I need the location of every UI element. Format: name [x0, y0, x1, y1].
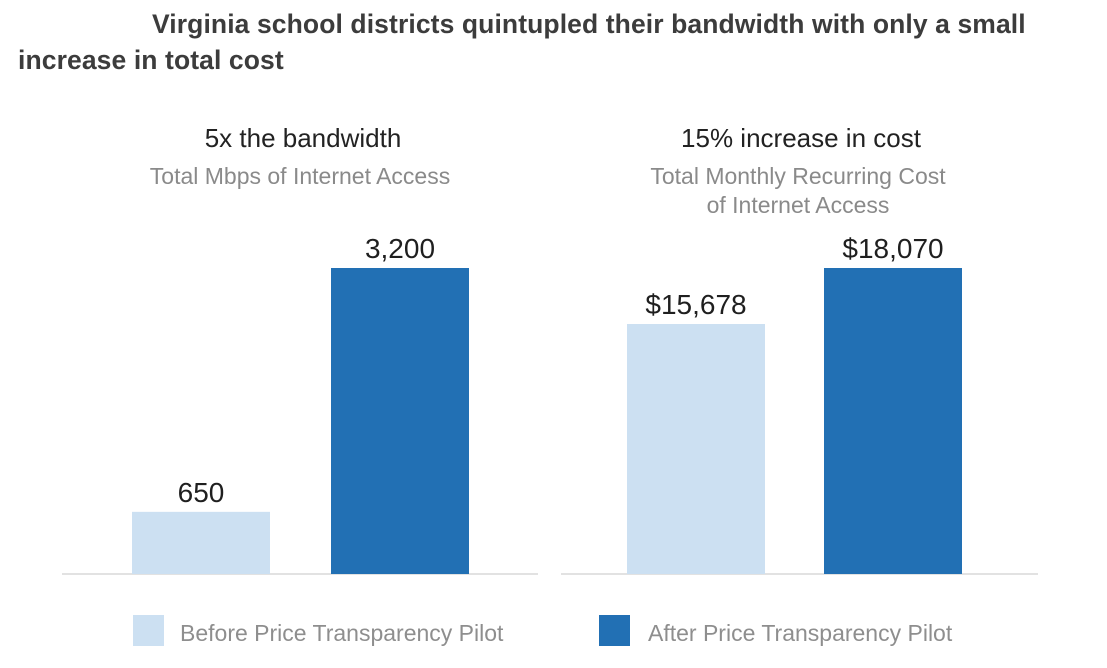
- panel-2-subtitle-line-2: of Internet Access: [707, 192, 890, 218]
- bar-after-bandwidth: [331, 268, 469, 574]
- panel-bandwidth: 5x the bandwidth Total Mbps of Internet …: [62, 123, 538, 575]
- panel-cost: 15% increase in cost Total Monthly Recur…: [561, 123, 1038, 575]
- panel-1-title: 5x the bandwidth: [205, 123, 402, 153]
- legend-swatch-before: [133, 615, 164, 646]
- panel-1-subtitle-line-1: Total Mbps of Internet Access: [150, 163, 450, 189]
- legend: Before Price Transparency Pilot After Pr…: [133, 615, 953, 646]
- bar-after-cost: [824, 268, 962, 574]
- legend-swatch-after: [599, 615, 630, 646]
- value-label-after-cost: $18,070: [842, 233, 943, 264]
- chart-title: Virginia school districts quintupled the…: [18, 9, 1026, 75]
- panel-2-subtitle-line-1: Total Monthly Recurring Cost: [650, 163, 946, 189]
- panel-2-title: 15% increase in cost: [681, 123, 922, 153]
- value-label-after-bandwidth: 3,200: [365, 233, 435, 264]
- legend-label-before: Before Price Transparency Pilot: [180, 620, 504, 646]
- legend-label-after: After Price Transparency Pilot: [648, 620, 953, 646]
- bar-before-cost: [627, 324, 765, 574]
- value-label-before-cost: $15,678: [645, 289, 746, 320]
- value-label-before-bandwidth: 650: [178, 477, 225, 508]
- bar-before-bandwidth: [132, 511, 270, 574]
